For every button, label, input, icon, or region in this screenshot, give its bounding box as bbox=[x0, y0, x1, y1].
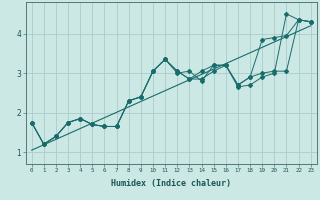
X-axis label: Humidex (Indice chaleur): Humidex (Indice chaleur) bbox=[111, 179, 231, 188]
